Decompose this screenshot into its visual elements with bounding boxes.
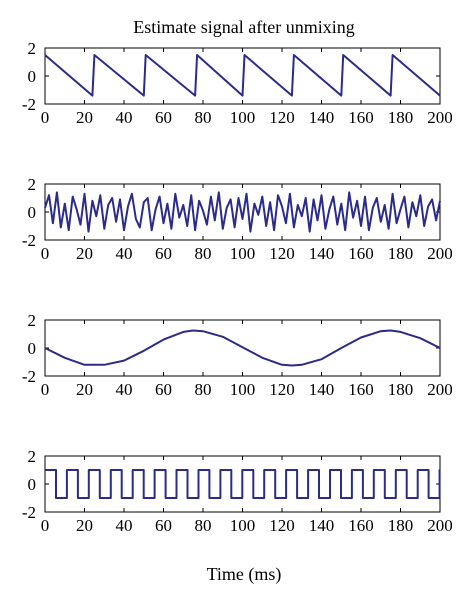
y-tick-label: 0 (28, 203, 37, 222)
y-tick-label: -2 (22, 503, 36, 522)
x-tick-label: 40 (116, 380, 133, 399)
x-tick-label: 80 (195, 244, 212, 263)
x-tick-label: 200 (427, 516, 453, 535)
x-axis-label: Time (ms) (207, 564, 282, 585)
subplot-2: 0 20 40 60 80 100 120 140 160 180 200 -2 0 2 (22, 175, 453, 263)
y-tick-label: -2 (22, 95, 36, 114)
subplot-4: 0 20 40 60 80 100 120 140 160 180 200 -2 0 2 (22, 447, 453, 535)
x-tick-label: 80 (195, 380, 212, 399)
y-tick-label: 0 (28, 475, 37, 494)
x-tick-label: 200 (427, 108, 453, 127)
x-tick-label: 100 (230, 380, 256, 399)
x-tick-label: 120 (269, 516, 295, 535)
series-line-noise (44, 191, 441, 233)
x-tick-label: 0 (41, 380, 50, 399)
y-tick-label: 2 (28, 447, 37, 466)
x-tick-label: 100 (230, 244, 256, 263)
y-tick-label: 2 (28, 39, 37, 58)
y-tick-label: 2 (28, 175, 37, 194)
series-line-square (45, 469, 441, 499)
x-tick-label: 180 (388, 516, 414, 535)
x-tick-label: 160 (348, 244, 374, 263)
x-tick-label: 60 (155, 516, 172, 535)
series-line-sawtooth (44, 54, 441, 97)
subplot-3: 0 20 40 60 80 100 120 140 160 180 200 -2 0 2 (22, 311, 453, 399)
y-tick-label: -2 (22, 231, 36, 250)
x-tick-label: 180 (388, 244, 414, 263)
chart-title: Estimate signal after unmixing (133, 17, 354, 37)
x-tick-label: 140 (309, 380, 335, 399)
y-tick-label: 2 (28, 311, 37, 330)
x-tick-label: 60 (155, 108, 172, 127)
x-tick-label: 100 (230, 108, 256, 127)
x-tick-label: 200 (427, 244, 453, 263)
y-tick-label: 0 (28, 67, 37, 86)
x-tick-label: 160 (348, 380, 374, 399)
x-tick-label: 160 (348, 516, 374, 535)
x-tick-label: 0 (41, 108, 50, 127)
x-tick-label: 180 (388, 380, 414, 399)
x-tick-label: 140 (309, 244, 335, 263)
x-tick-label: 20 (76, 516, 93, 535)
x-tick-label: 20 (76, 244, 93, 263)
x-tick-label: 0 (41, 516, 50, 535)
x-tick-label: 200 (427, 380, 453, 399)
x-tick-label: 120 (269, 244, 295, 263)
y-tick-label: -2 (22, 367, 36, 386)
x-tick-label: 120 (269, 380, 295, 399)
x-tick-label: 20 (76, 108, 93, 127)
x-tick-label: 20 (76, 380, 93, 399)
x-tick-label: 80 (195, 108, 212, 127)
x-tick-label: 80 (195, 516, 212, 535)
series-line-sine (44, 329, 441, 367)
x-tick-label: 0 (41, 244, 50, 263)
x-tick-label: 100 (230, 516, 256, 535)
y-tick-label: 0 (28, 339, 37, 358)
x-tick-label: 60 (155, 380, 172, 399)
x-tick-label: 40 (116, 108, 133, 127)
x-tick-label: 60 (155, 244, 172, 263)
x-tick-label: 40 (116, 244, 133, 263)
x-tick-label: 140 (309, 516, 335, 535)
x-tick-label: 160 (348, 108, 374, 127)
subplot-1: 0 20 40 60 80 100 120 140 160 180 200 -2 0 2 (22, 39, 453, 127)
x-tick-label: 140 (309, 108, 335, 127)
x-tick-label: 40 (116, 516, 133, 535)
x-tick-label: 120 (269, 108, 295, 127)
axes-frame (44, 183, 441, 241)
x-tick-label: 180 (388, 108, 414, 127)
